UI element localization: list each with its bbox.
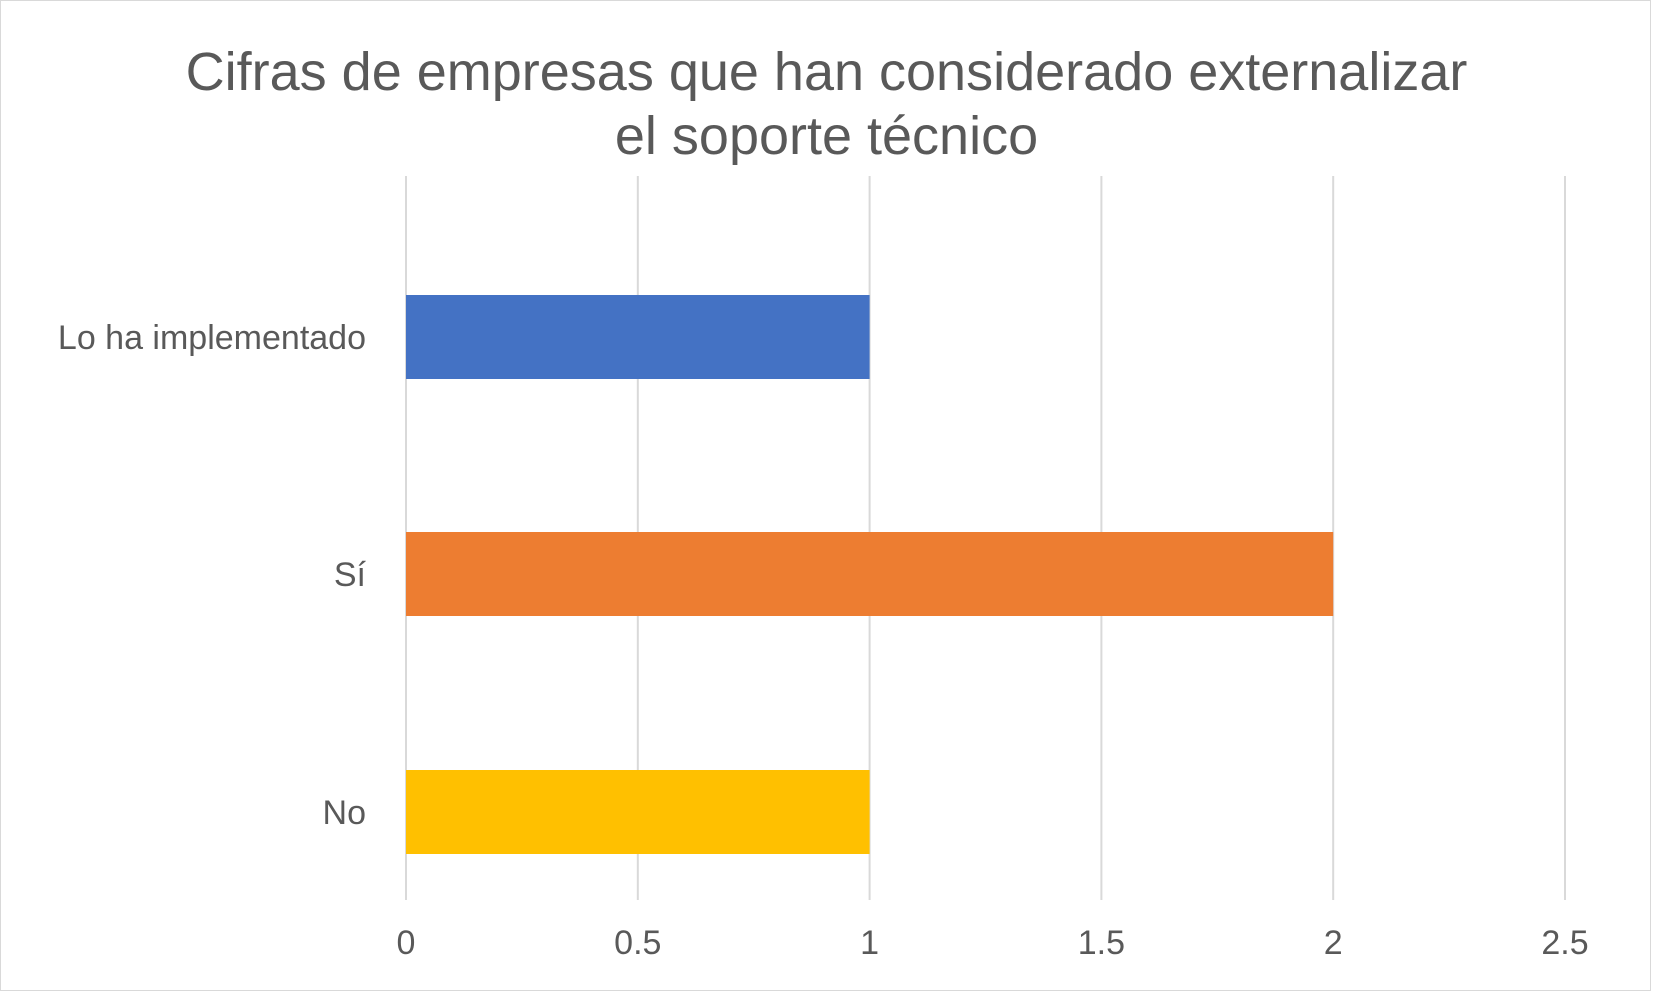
category-label: Lo ha implementado	[58, 319, 366, 357]
x-tick-label: 1.5	[1078, 924, 1125, 962]
category-label: No	[323, 794, 366, 832]
x-tick-label: 1	[860, 924, 879, 962]
chart-title-line-2: el soporte técnico	[614, 106, 1039, 166]
y-axis-labels: Lo ha implementado Sí No	[58, 319, 367, 832]
x-tick-label: 2.5	[1541, 924, 1588, 962]
bar	[406, 532, 1334, 616]
bars	[406, 295, 1334, 854]
chart-title: Cifras de empresas que han considerado e…	[0, 40, 1653, 168]
x-tick-label: 0	[397, 924, 416, 962]
x-tick-label: 0.5	[614, 924, 661, 962]
category-label: Sí	[334, 556, 367, 594]
bar	[406, 770, 870, 854]
chart-title-line-1: Cifras de empresas que han considerado e…	[185, 42, 1468, 102]
x-axis-labels: 0 0.5 1 1.5 2 2.5	[397, 924, 1589, 962]
x-tick-label: 2	[1324, 924, 1343, 962]
bar	[406, 295, 870, 379]
